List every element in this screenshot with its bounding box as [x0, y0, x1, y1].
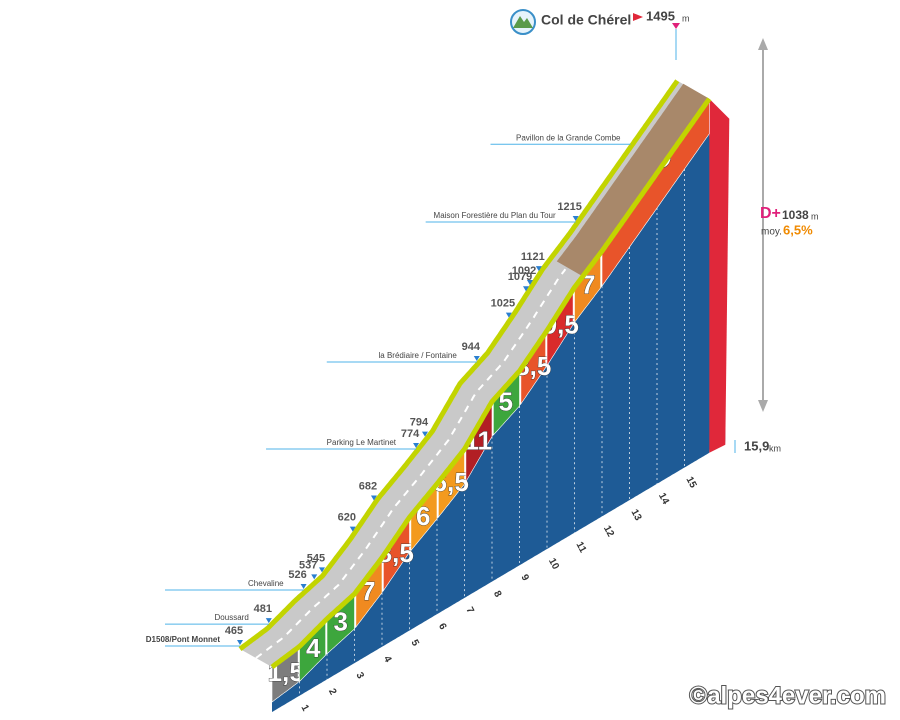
- summit-marker: [672, 23, 680, 29]
- waypoint-marker: [237, 640, 243, 645]
- km-tick-label: 15: [684, 475, 699, 490]
- waypoint-altitude: 1079: [508, 271, 532, 283]
- waypoint-marker: [300, 584, 307, 590]
- distance-unit: km: [769, 443, 781, 453]
- waypoint-name: Chevaline: [248, 579, 284, 588]
- km-tick-label: 13: [629, 508, 644, 523]
- distance-value: 15,9: [744, 438, 769, 453]
- waypoint-marker: [349, 526, 356, 532]
- waypoint-altitude: 1215: [557, 201, 581, 213]
- waypoint-altitude: 537: [299, 559, 317, 571]
- km-tick-label: 6: [436, 622, 449, 632]
- road-edge: [238, 79, 680, 652]
- waypoint-name: D1508/Pont Monnet: [146, 635, 221, 644]
- km-tick-label: 7: [464, 605, 477, 615]
- waypoint-name: la Brédiaire / Fontaine: [379, 351, 458, 360]
- waypoint-marker: [265, 618, 272, 624]
- waypoint-name: Parking Le Martinet: [327, 438, 397, 447]
- waypoint-altitude: 1092: [512, 265, 536, 277]
- summit-icon-mountain: [513, 16, 533, 28]
- km-tick-label: 9: [519, 573, 532, 583]
- gravel-road: [556, 83, 710, 277]
- waypoint-altitude: 1121: [521, 251, 545, 263]
- profile: 1,54378,566,51158,59,5780123456789101112…: [146, 79, 730, 720]
- km-tick-label: 1: [299, 703, 312, 713]
- waypoint-altitude: 545: [307, 552, 325, 564]
- km-tick-label: 3: [354, 671, 367, 681]
- waypoint-marker: [370, 495, 377, 501]
- waypoint-marker: [473, 355, 480, 361]
- header: Col de Chérel 1495 m: [510, 8, 690, 60]
- road-edge: [270, 97, 712, 670]
- waypoint-altitude: 620: [338, 512, 356, 524]
- road-centerline: [255, 268, 567, 659]
- km-tick-label: 5: [409, 638, 422, 648]
- km-tick-label: 4: [381, 654, 394, 664]
- waypoint-name: Doussard: [215, 613, 249, 622]
- gain-label: D+: [760, 205, 781, 222]
- average-label: moy.: [761, 227, 782, 238]
- waypoint-altitude: 465: [225, 625, 243, 637]
- copyright: ©alpes4ever.com: [690, 682, 886, 709]
- waypoint-altitude: 1025: [491, 298, 515, 310]
- km-tick-label: 12: [601, 524, 616, 539]
- average-value: 6,5%: [783, 222, 813, 237]
- gradient-label: 4: [306, 633, 321, 663]
- waypoint-marker: [526, 280, 533, 286]
- km-tick-label: 8: [491, 589, 504, 599]
- waypoint-marker: [421, 431, 428, 437]
- waypoint-altitude: 794: [410, 417, 429, 429]
- wall-end: [709, 98, 730, 453]
- gradient-label: 3: [334, 607, 348, 637]
- km-tick-label: 2: [326, 687, 339, 697]
- waypoint-marker: [413, 442, 420, 448]
- summit-unit: m: [682, 13, 690, 23]
- gain-unit: m: [811, 211, 819, 221]
- summit-name: Col de Chérel: [541, 12, 631, 28]
- waypoint-marker: [318, 567, 325, 573]
- summit-flag: [633, 13, 643, 21]
- km-tick-label: 10: [546, 556, 561, 571]
- waypoint-altitude: 774: [401, 428, 420, 440]
- waypoint-altitude: 682: [359, 480, 377, 492]
- summit-altitude: 1495: [646, 8, 675, 23]
- waypoint-altitude: 526: [288, 569, 306, 581]
- waypoint-altitude: 944: [462, 341, 481, 353]
- waypoint-marker: [505, 312, 512, 318]
- km-tick-label: 14: [656, 491, 671, 506]
- waypoint-marker: [535, 266, 542, 272]
- gain-indicator: D+ 1038 m moy. 6,5% 15,9 km: [734, 38, 819, 453]
- waypoint-name: Maison Forestière du Plan du Tour: [434, 211, 556, 220]
- km-tick-label: 11: [574, 540, 589, 555]
- waypoint-name: Pavillon de la Grande Combe: [516, 133, 621, 142]
- waypoint-marker: [522, 286, 529, 292]
- wall: [272, 123, 726, 713]
- gain-value: 1038: [782, 208, 809, 222]
- waypoint-marker: [311, 574, 318, 580]
- waypoint-altitude: 481: [254, 603, 272, 615]
- waypoint-marker: [572, 216, 579, 222]
